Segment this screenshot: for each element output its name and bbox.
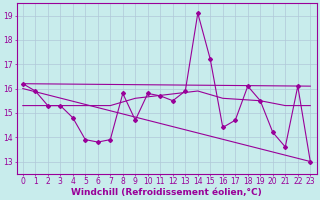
X-axis label: Windchill (Refroidissement éolien,°C): Windchill (Refroidissement éolien,°C)	[71, 188, 262, 197]
